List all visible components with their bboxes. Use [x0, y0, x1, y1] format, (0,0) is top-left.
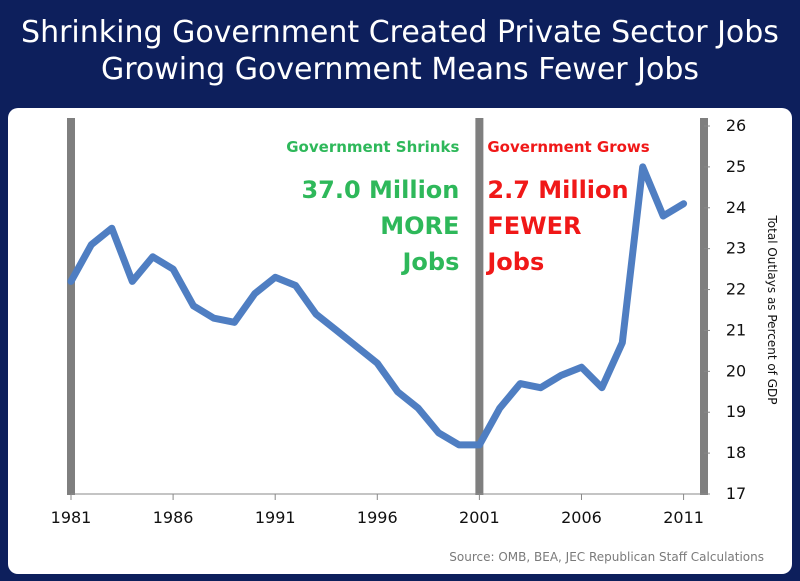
- x-axis: 1981 1986 1991 1996 2001 2006 2011: [51, 493, 704, 527]
- data-point: [192, 304, 196, 308]
- y-tick-label: 24: [726, 198, 746, 217]
- data-point: [559, 373, 563, 377]
- data-point: [232, 320, 236, 324]
- data-point: [641, 165, 645, 169]
- x-tick-label: 1986: [153, 508, 194, 527]
- x-tick-label: 1981: [51, 508, 92, 527]
- chart-panel: 17 18 19 20 21 22 23 24 25 26 1981 1986 1991 1996 200…: [8, 108, 792, 574]
- data-point: [416, 406, 420, 410]
- data-point: [110, 226, 114, 230]
- x-tick-label: 2011: [663, 508, 704, 527]
- series-layer: [67, 163, 688, 449]
- y-tick-label: 22: [726, 280, 746, 299]
- data-point: [600, 386, 604, 390]
- data-point: [294, 283, 298, 287]
- grow-jobs-word: Jobs: [485, 248, 544, 276]
- data-point: [396, 390, 400, 394]
- annotations: Government Shrinks 37.0 Million MORE Job…: [286, 138, 650, 276]
- y-axis: 17 18 19 20 21 22 23 24 25 26: [704, 116, 746, 503]
- title-line-2: Growing Government Means Fewer Jobs: [100, 52, 700, 87]
- data-point: [457, 443, 461, 447]
- grow-jobs-amount: 2.7 Million: [487, 176, 628, 204]
- data-point: [477, 443, 481, 447]
- data-point: [69, 279, 73, 283]
- shrink-jobs-amount: 37.0 Million: [301, 176, 459, 204]
- data-point: [661, 214, 665, 218]
- source-note: Source: OMB, BEA, JEC Republican Staff C…: [449, 550, 764, 564]
- y-tick-label: 23: [726, 239, 746, 258]
- data-point: [375, 361, 379, 365]
- data-point: [437, 431, 441, 435]
- data-point: [334, 328, 338, 332]
- data-point: [682, 202, 686, 206]
- data-point: [355, 345, 359, 349]
- y-tick-label: 21: [726, 320, 746, 339]
- data-point: [130, 279, 134, 283]
- data-point: [498, 406, 502, 410]
- y-tick-label: 19: [726, 402, 746, 421]
- y-tick-label: 25: [726, 157, 746, 176]
- y-tick-label: 26: [726, 116, 746, 135]
- shrink-header: Government Shrinks: [286, 138, 459, 156]
- data-point: [253, 292, 257, 296]
- y-tick-label: 18: [726, 443, 746, 462]
- y-axis-title: Total Outlays as Percent of GDP: [765, 215, 779, 405]
- slide-title: Shrinking Government Created Private Sec…: [0, 14, 800, 88]
- shrink-jobs-direction: MORE: [380, 212, 459, 240]
- data-point: [89, 243, 93, 247]
- data-point: [579, 365, 583, 369]
- y-tick-label: 17: [726, 484, 746, 503]
- grow-header: Government Grows: [487, 138, 649, 156]
- data-point: [314, 312, 318, 316]
- data-point: [151, 255, 155, 259]
- x-tick-label: 1991: [255, 508, 296, 527]
- series-line-0: [67, 163, 688, 449]
- data-point: [539, 386, 543, 390]
- x-tick-label: 2001: [459, 508, 500, 527]
- title-line-1: Shrinking Government Created Private Sec…: [21, 15, 779, 50]
- line-chart: 17 18 19 20 21 22 23 24 25 26 1981 1986 1991 1996 200…: [51, 116, 779, 527]
- data-point: [273, 275, 277, 279]
- data-point: [620, 341, 624, 345]
- period-dividers: [67, 118, 708, 495]
- grow-jobs-direction: FEWER: [487, 212, 581, 240]
- x-tick-label: 1996: [357, 508, 398, 527]
- x-tick-label: 2006: [561, 508, 602, 527]
- data-point: [518, 382, 522, 386]
- data-point: [212, 316, 216, 320]
- data-point: [171, 267, 175, 271]
- shrink-jobs-word: Jobs: [400, 248, 459, 276]
- y-tick-label: 20: [726, 361, 746, 380]
